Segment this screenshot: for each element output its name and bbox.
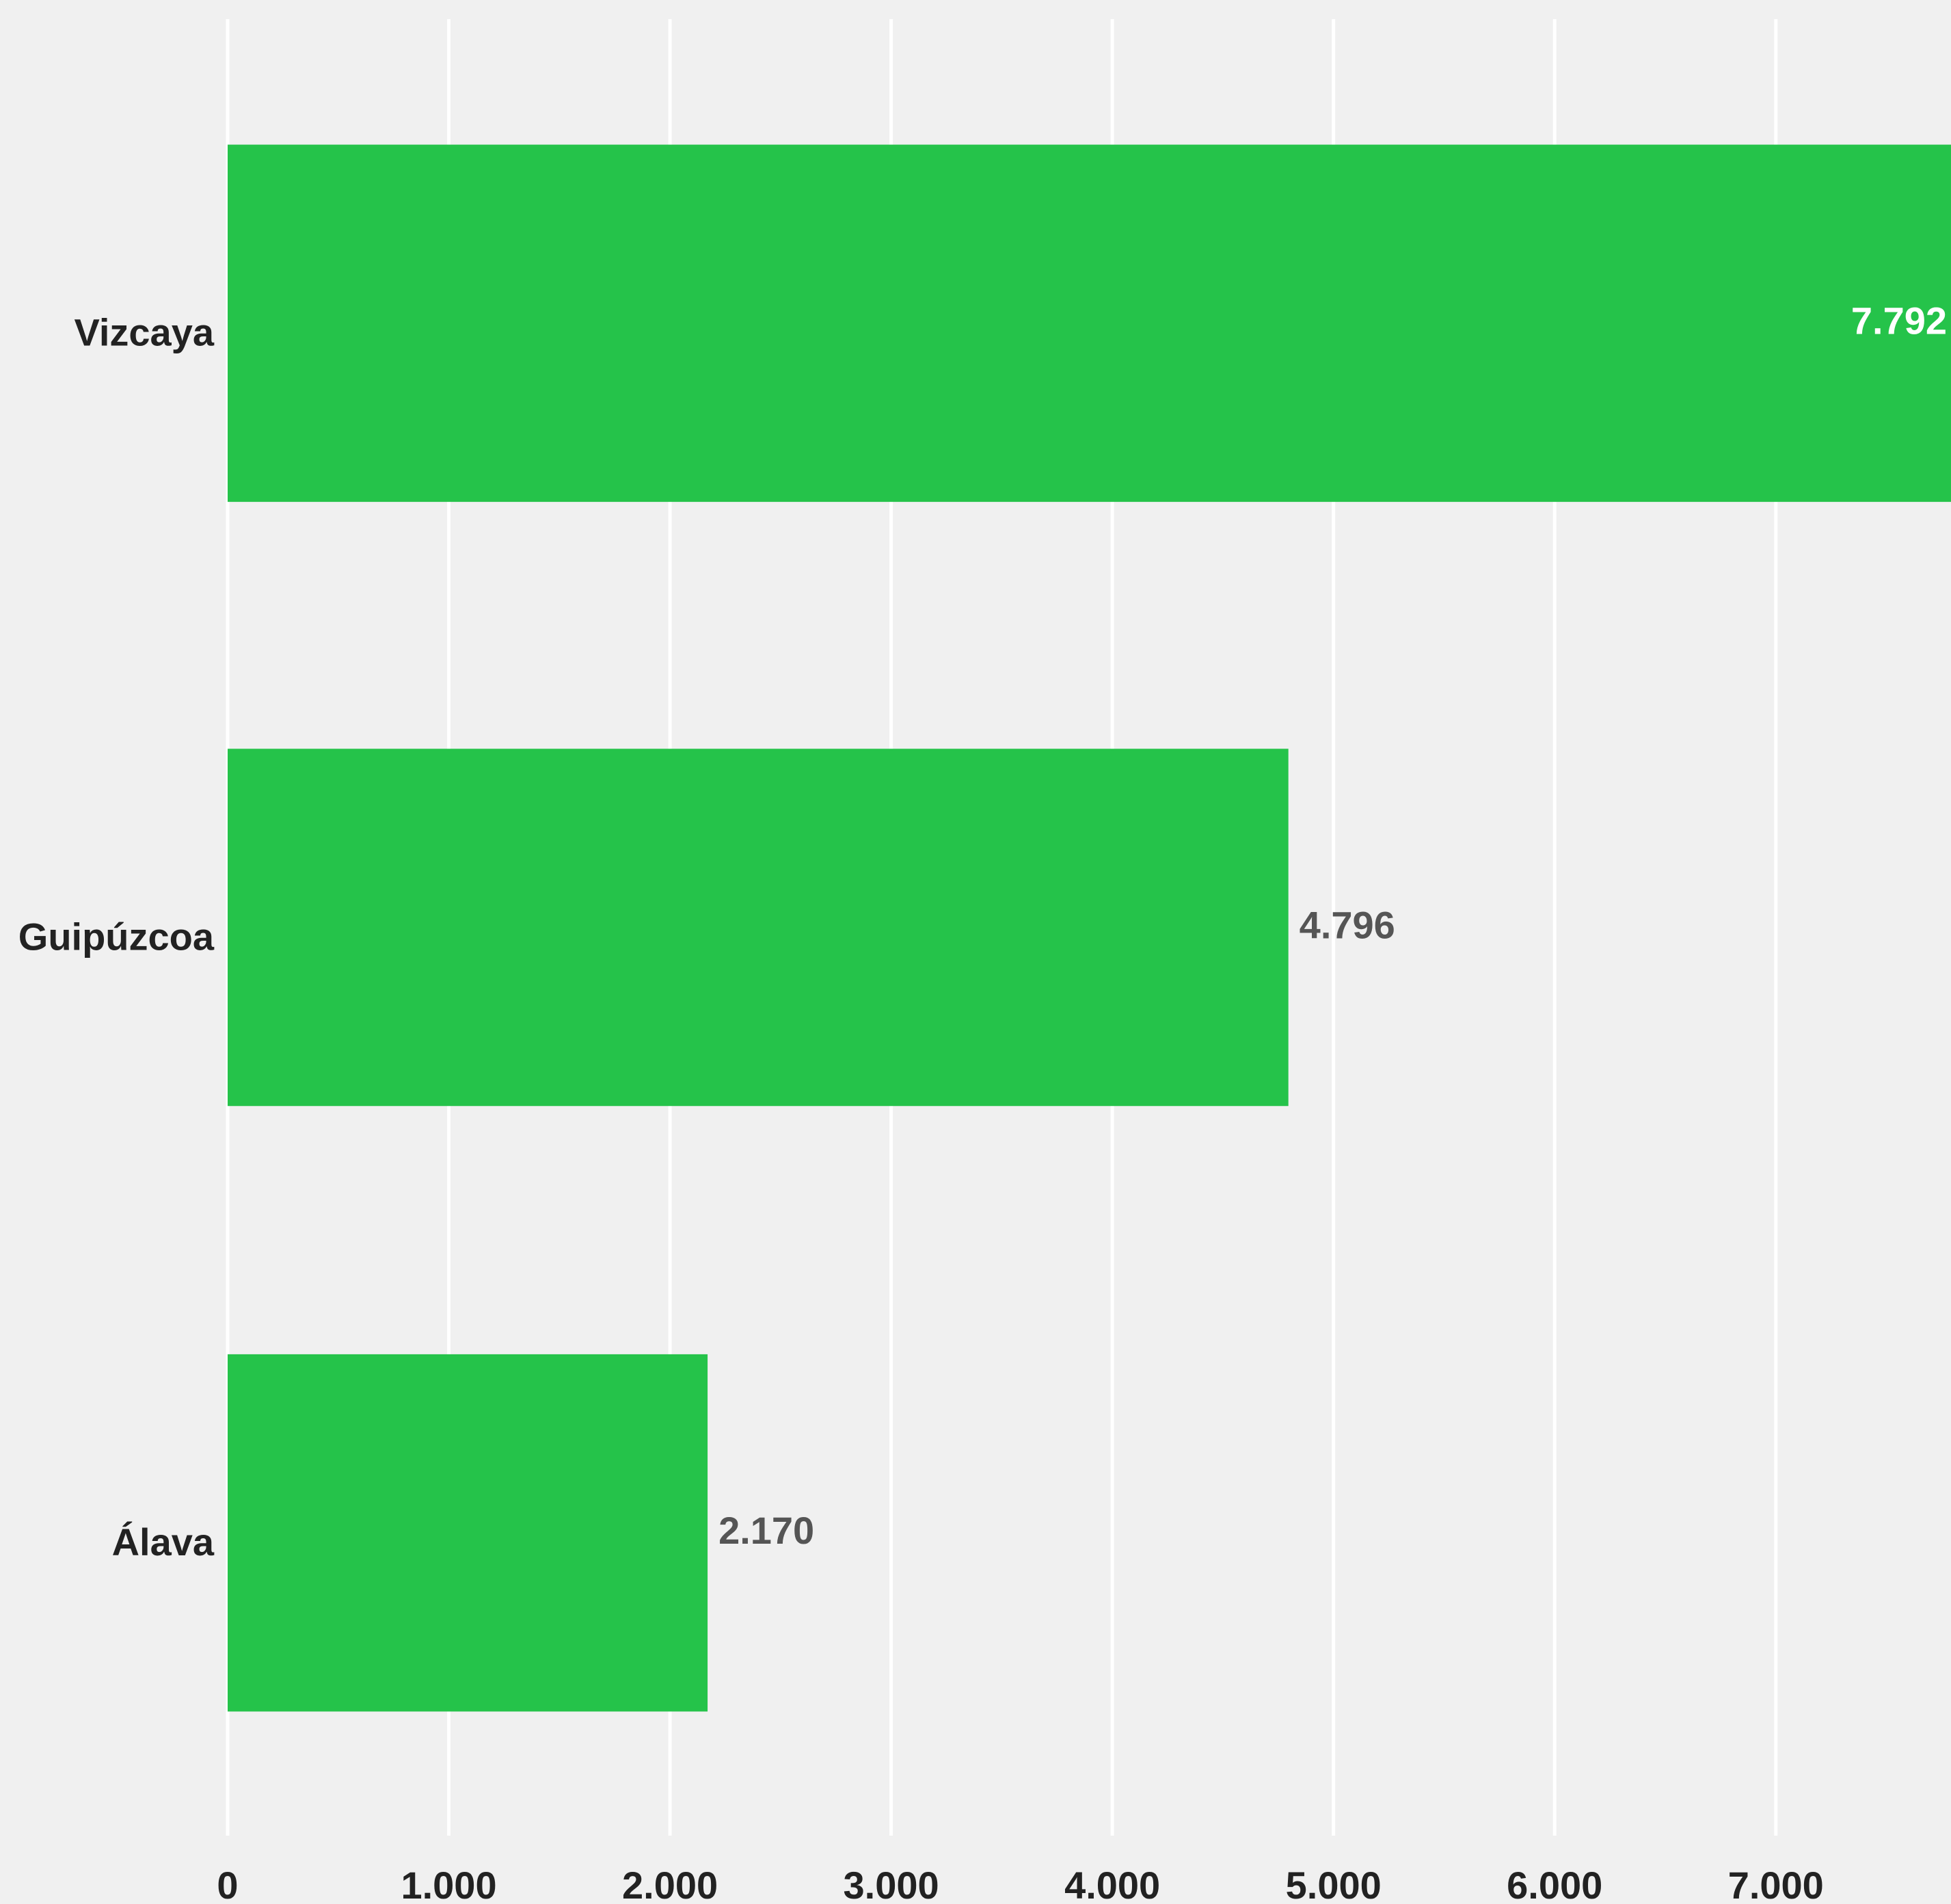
x-tick-label: 0: [217, 1864, 238, 1904]
x-tick-label: 7.000: [1728, 1864, 1824, 1904]
x-tick-label: 6.000: [1507, 1864, 1602, 1904]
bar: [228, 144, 1951, 502]
category-label: Vizcaya: [75, 311, 215, 354]
x-axis-tick-labels: 0 1.000 2.000 3.000 4.000 5.000 6.000 7.000: [217, 1864, 1823, 1904]
bar-value-label: 2.170: [718, 1509, 814, 1552]
x-tick-label: 3.000: [844, 1864, 939, 1904]
x-tick-label: 2.000: [622, 1864, 718, 1904]
bar-value-label: 7.792: [1851, 299, 1947, 343]
category-labels: Vizcaya Guipúzcoa Álava: [18, 311, 215, 1564]
value-labels: 7.792 4.796 2.170: [718, 299, 1947, 1552]
category-label: Álava: [112, 1520, 215, 1564]
bar-value-label: 4.796: [1300, 903, 1395, 946]
category-label: Guipúzcoa: [18, 915, 215, 958]
x-tick-label: 1.000: [401, 1864, 496, 1904]
bars: [228, 144, 1951, 1712]
bar: [228, 749, 1289, 1106]
bar: [228, 1354, 708, 1712]
x-tick-label: 5.000: [1286, 1864, 1382, 1904]
x-tick-label: 4.000: [1064, 1864, 1160, 1904]
